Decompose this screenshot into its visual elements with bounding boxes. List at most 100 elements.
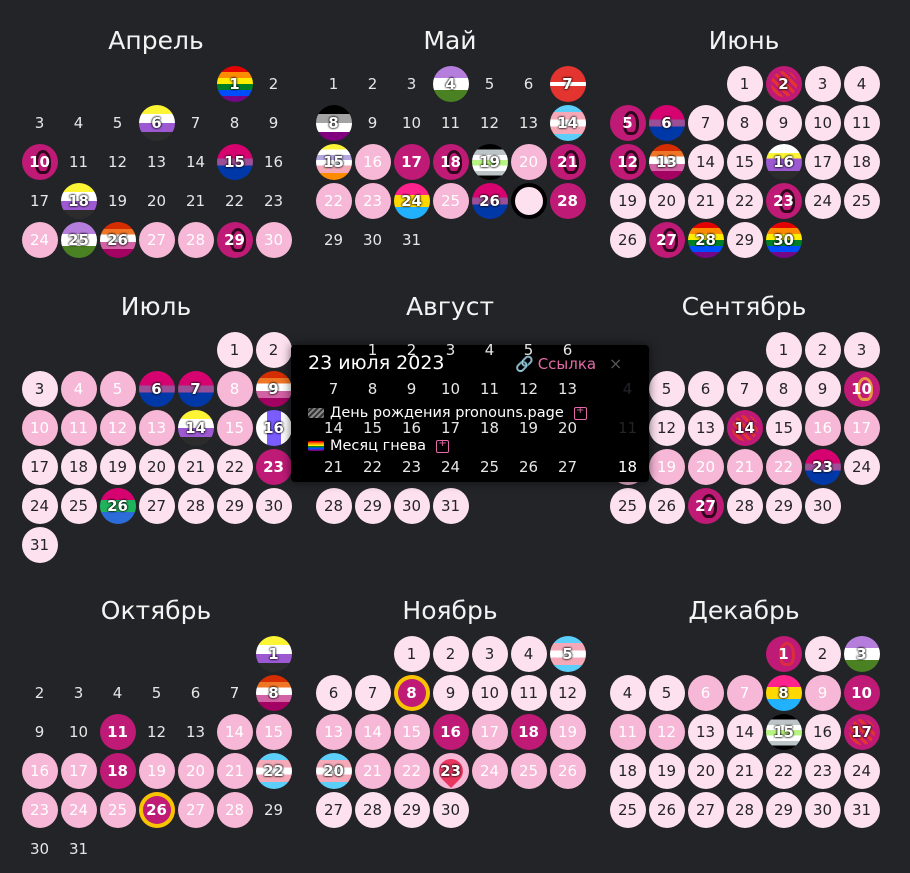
day-cell[interactable]: 12	[511, 371, 547, 407]
day-cell[interactable]: 22	[355, 449, 391, 485]
day-cell[interactable]: 21	[177, 448, 214, 485]
day-cell[interactable]: 28	[549, 182, 586, 219]
day-cell[interactable]: 28	[216, 791, 253, 828]
day-cell[interactable]: 24	[433, 449, 469, 485]
day-cell[interactable]: 20	[139, 183, 175, 219]
day-cell[interactable]: 24	[804, 182, 841, 219]
day-cell[interactable]: 25	[60, 487, 97, 524]
day-cell[interactable]: 8	[765, 674, 802, 711]
day-cell[interactable]: 23	[432, 752, 469, 789]
day-cell[interactable]: 3	[21, 370, 58, 407]
day-cell[interactable]: 4	[609, 674, 646, 711]
day-cell[interactable]: 11	[843, 104, 880, 141]
day-cell[interactable]: 28	[315, 487, 352, 524]
day-cell[interactable]: 15	[355, 410, 391, 446]
day-cell[interactable]: 6	[315, 674, 352, 711]
day-cell[interactable]: 15	[216, 409, 253, 446]
day-cell[interactable]: 2	[22, 675, 58, 711]
day-cell[interactable]: 27	[648, 221, 685, 258]
day-cell[interactable]: 26	[609, 221, 646, 258]
day-cell[interactable]: 11	[433, 105, 469, 141]
day-cell[interactable]: 28	[726, 791, 763, 828]
day-cell[interactable]: 22	[393, 752, 430, 789]
day-cell[interactable]: 1	[355, 332, 391, 368]
day-cell[interactable]: 17	[843, 409, 880, 446]
day-cell[interactable]: 8	[255, 674, 292, 711]
day-cell[interactable]: 4	[61, 105, 97, 141]
day-cell[interactable]: 19	[549, 713, 586, 750]
day-cell[interactable]: 22	[217, 183, 253, 219]
day-cell[interactable]: 26	[471, 182, 508, 219]
day-cell[interactable]: 31	[432, 487, 469, 524]
day-cell[interactable]: 9	[255, 370, 292, 407]
day-cell[interactable]: 18	[432, 143, 469, 180]
day-cell[interactable]: 19	[648, 448, 685, 485]
day-cell[interactable]: 2	[432, 635, 469, 672]
day-cell[interactable]: 28	[177, 487, 214, 524]
day-cell[interactable]: 17	[433, 410, 469, 446]
day-cell[interactable]: 14	[177, 409, 214, 446]
day-cell[interactable]: 18	[60, 182, 97, 219]
day-cell[interactable]: 30	[393, 487, 430, 524]
day-cell[interactable]: 21	[178, 183, 214, 219]
day-cell[interactable]: 9	[22, 714, 58, 750]
day-cell[interactable]: 17	[471, 713, 508, 750]
day-cell[interactable]: 5	[549, 635, 586, 672]
day-cell[interactable]: 10	[61, 714, 97, 750]
day-cell[interactable]: 4	[472, 332, 508, 368]
day-cell[interactable]: 16	[765, 143, 802, 180]
day-cell[interactable]: 12	[472, 105, 508, 141]
day-cell[interactable]: 8	[217, 105, 253, 141]
day-cell[interactable]: 7	[549, 65, 586, 102]
day-cell[interactable]: 12	[609, 143, 646, 180]
day-cell[interactable]: 27	[177, 791, 214, 828]
day-cell[interactable]: 1	[216, 65, 253, 102]
day-cell[interactable]: 17	[804, 143, 841, 180]
day-cell[interactable]: 10	[394, 105, 430, 141]
day-cell[interactable]: 29	[765, 791, 802, 828]
day-cell[interactable]: 3	[843, 331, 880, 368]
day-cell[interactable]: 4	[60, 370, 97, 407]
day-cell[interactable]: 24	[471, 752, 508, 789]
day-cell[interactable]: 30	[22, 831, 58, 867]
day-cell[interactable]: 25	[609, 791, 646, 828]
day-cell[interactable]: 23	[765, 182, 802, 219]
day-cell[interactable]: 6	[648, 104, 685, 141]
day-cell[interactable]: 15	[765, 409, 802, 446]
day-cell[interactable]: 28	[726, 487, 763, 524]
day-cell[interactable]: 16	[432, 713, 469, 750]
day-cell[interactable]: 8	[765, 370, 802, 407]
day-cell[interactable]: 25	[609, 487, 646, 524]
day-cell[interactable]: 19	[471, 143, 508, 180]
day-cell[interactable]: 9	[355, 105, 391, 141]
day-cell[interactable]: 29	[316, 222, 352, 258]
day-cell[interactable]: 23	[256, 183, 292, 219]
day-cell[interactable]: 19	[138, 752, 175, 789]
add-to-calendar-icon[interactable]	[436, 438, 450, 453]
day-cell[interactable]: 1	[765, 635, 802, 672]
day-cell[interactable]: 21	[726, 752, 763, 789]
day-cell[interactable]: 5	[139, 675, 175, 711]
day-cell[interactable]: 14	[687, 143, 724, 180]
day-cell[interactable]: 27	[138, 221, 175, 258]
day-cell[interactable]: 20	[177, 752, 214, 789]
day-cell[interactable]: 20	[138, 448, 175, 485]
day-cell[interactable]: 29	[354, 487, 391, 524]
day-cell[interactable]: 20	[687, 752, 724, 789]
day-cell[interactable]: 22	[765, 448, 802, 485]
day-cell[interactable]: 4	[843, 65, 880, 102]
day-cell[interactable]: 29	[216, 221, 253, 258]
day-cell[interactable]: 31	[394, 222, 430, 258]
day-cell[interactable]: 30	[355, 222, 391, 258]
day-cell[interactable]: 27	[315, 791, 352, 828]
day-cell[interactable]: 21	[687, 182, 724, 219]
day-cell[interactable]: 26	[138, 791, 175, 828]
day-cell[interactable]: 14	[549, 104, 586, 141]
day-cell[interactable]: 7	[687, 104, 724, 141]
day-cell[interactable]: 4	[432, 65, 469, 102]
day-cell[interactable]: 22	[315, 182, 352, 219]
day-cell[interactable]: 28	[687, 221, 724, 258]
day-cell[interactable]: 19	[648, 752, 685, 789]
day-cell[interactable]: 1	[393, 635, 430, 672]
day-cell[interactable]: 21	[549, 143, 586, 180]
